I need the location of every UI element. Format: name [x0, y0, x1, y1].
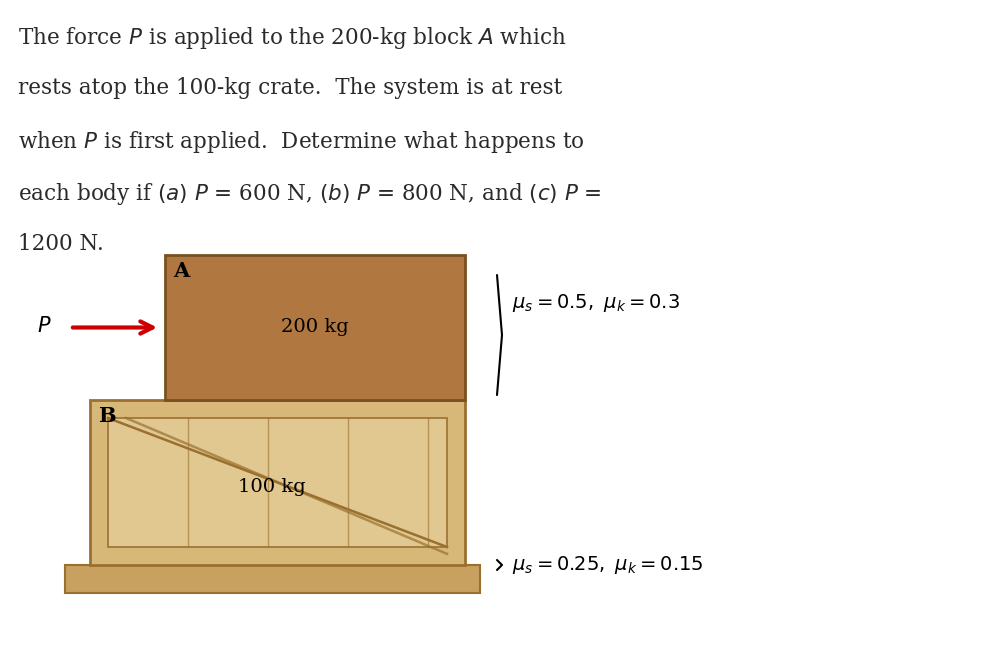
Text: A: A — [173, 261, 189, 281]
Bar — [108, 418, 447, 547]
Text: 1200 N.: 1200 N. — [18, 233, 104, 255]
Text: B: B — [98, 406, 116, 426]
Text: The force $P$ is applied to the 200-kg block $A$ which: The force $P$ is applied to the 200-kg b… — [18, 25, 566, 51]
Bar — [90, 400, 465, 565]
Text: when $P$ is first applied.  Determine what happens to: when $P$ is first applied. Determine wha… — [18, 129, 585, 155]
Text: 100 kg: 100 kg — [238, 478, 306, 496]
Text: $\mu_s = 0.25,\ \mu_k = 0.15$: $\mu_s = 0.25,\ \mu_k = 0.15$ — [512, 554, 704, 576]
Bar — [65, 565, 480, 593]
Bar — [165, 255, 465, 400]
Text: $\mu_s = 0.5,\ \mu_k = 0.3$: $\mu_s = 0.5,\ \mu_k = 0.3$ — [512, 292, 680, 313]
Text: $P$: $P$ — [38, 315, 52, 335]
Text: 200 kg: 200 kg — [281, 319, 349, 337]
Text: rests atop the 100-kg crate.  The system is at rest: rests atop the 100-kg crate. The system … — [18, 77, 562, 99]
Text: each body if $(a)$ $P$ = 600 N, $(b)$ $P$ = 800 N, and $(c)$ $P$ =: each body if $(a)$ $P$ = 600 N, $(b)$ $P… — [18, 181, 601, 207]
